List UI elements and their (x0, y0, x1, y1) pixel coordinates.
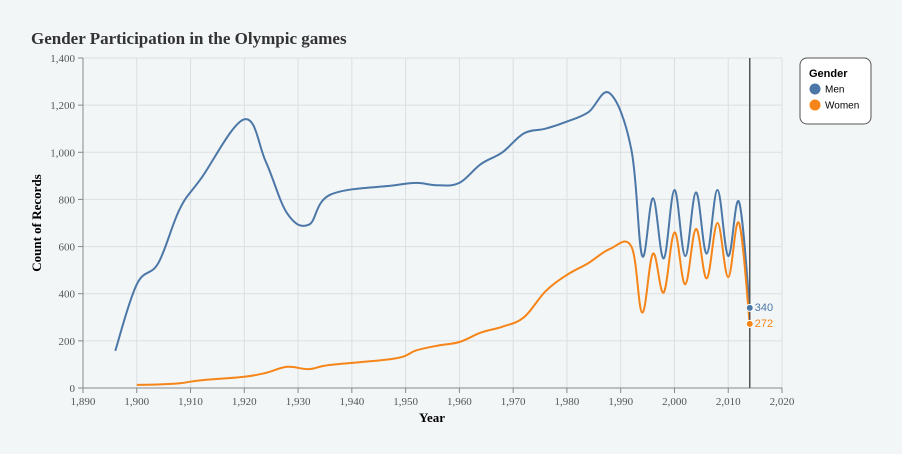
legend-label-women[interactable]: Women (825, 101, 859, 112)
x-tick-label: 1,910 (178, 396, 203, 408)
x-tick-label: 1,930 (286, 396, 311, 408)
y-tick-label: 1,200 (50, 100, 75, 112)
x-tick-label: 1,970 (501, 396, 526, 408)
end-label-women: 272 (755, 318, 773, 330)
y-tick-label: 600 (59, 242, 76, 254)
legend[interactable]: Gender Men Women (799, 57, 872, 125)
legend-symbol-women (809, 99, 821, 111)
x-tick-label: 2,000 (662, 396, 687, 408)
x-tick-label: 1,940 (339, 396, 364, 408)
axes: 1,890 1,900 1,910 1,920 1,930 1,940 1,950 1,960… (50, 53, 795, 408)
x-tick-label: 1,990 (608, 396, 633, 408)
x-tick-label: 1,980 (555, 396, 580, 408)
x-tick-label: 2,010 (716, 396, 741, 408)
x-tick-label: 1,950 (393, 396, 418, 408)
series-line-women[interactable] (136, 221, 751, 386)
chart-title: Gender Participation in the Olympic game… (31, 29, 347, 48)
y-tick-label: 0 (70, 383, 76, 395)
x-tick-label: 1,890 (71, 396, 96, 408)
y-tick-label: 400 (59, 289, 76, 301)
end-label-men: 340 (755, 302, 773, 314)
series-line-men[interactable] (114, 91, 751, 352)
x-tick-label: 1,920 (232, 396, 257, 408)
end-point-men[interactable] (745, 303, 754, 312)
legend-symbol-men (809, 83, 821, 95)
legend-items[interactable]: Men Women (809, 83, 860, 112)
x-axis-title: Year (419, 410, 445, 425)
gridlines (82, 57, 783, 389)
y-tick-label: 200 (59, 336, 76, 348)
legend-title: Gender (809, 68, 848, 80)
y-tick-label: 1,400 (50, 53, 75, 65)
series-lines (114, 91, 751, 386)
x-tick-label: 2,020 (770, 396, 795, 408)
y-tick-label: 1,000 (50, 147, 75, 159)
legend-label-men[interactable]: Men (825, 85, 844, 96)
x-tick-label: 1,960 (447, 396, 472, 408)
y-axis-title: Count of Records (29, 174, 44, 272)
y-tick-label: 800 (59, 194, 76, 206)
end-point-women[interactable] (745, 319, 754, 328)
x-tick-label: 1,900 (124, 396, 149, 408)
